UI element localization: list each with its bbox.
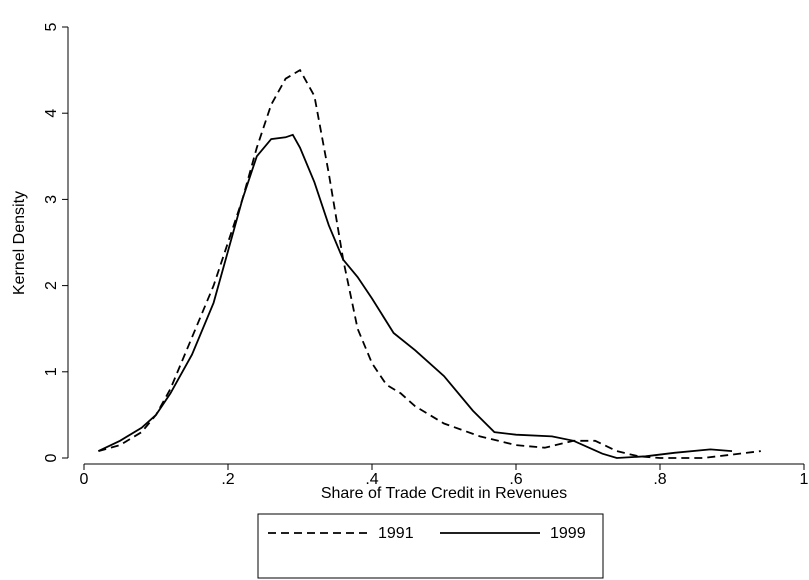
x-tick-label: 0 bbox=[80, 471, 89, 488]
legend-label: 1999 bbox=[550, 525, 586, 542]
y-tick-label: 3 bbox=[43, 195, 60, 204]
y-tick-label: 4 bbox=[43, 109, 60, 118]
x-tick-label: .8 bbox=[653, 471, 666, 488]
x-tick-label: 1 bbox=[800, 471, 809, 488]
x-tick-label: .6 bbox=[509, 471, 522, 488]
x-tick-label: .4 bbox=[365, 471, 378, 488]
x-tick-label: .2 bbox=[221, 471, 234, 488]
y-tick-label: 0 bbox=[43, 453, 60, 462]
series-line bbox=[98, 133, 733, 459]
y-axis-label: Kernel Density bbox=[11, 191, 28, 295]
x-axis-label: Share of Trade Credit in Revenues bbox=[321, 485, 567, 502]
legend-label: 1991 bbox=[378, 525, 414, 542]
y-tick-label: 5 bbox=[43, 22, 60, 31]
series-line bbox=[98, 68, 761, 459]
legend-box bbox=[257, 513, 604, 579]
y-tick-label: 1 bbox=[43, 367, 60, 376]
y-tick-label: 2 bbox=[43, 281, 60, 290]
